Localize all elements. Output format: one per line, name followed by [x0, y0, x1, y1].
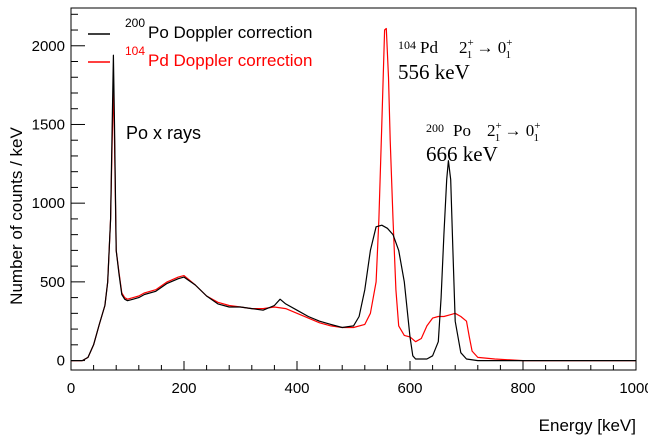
- pd-energy: 556 keV: [398, 60, 470, 84]
- legend-po-mass: 200: [125, 16, 145, 30]
- y-tick-label: 0: [57, 353, 65, 370]
- series-po-line: [71, 54, 636, 362]
- po-element: Po: [453, 121, 471, 140]
- x-tick-label: 600: [397, 380, 422, 397]
- series-layer: [71, 27, 636, 362]
- y-tick-label: 1000: [32, 195, 65, 212]
- po-energy: 666 keV: [426, 142, 498, 166]
- legend: 200 Po Doppler correction 104 Pd Doppler…: [88, 16, 312, 70]
- po-mass-number: 200: [426, 121, 444, 135]
- pd-element: Pd: [420, 38, 438, 57]
- y-tick-label: 2000: [32, 38, 65, 55]
- y-tick-label: 500: [40, 274, 65, 291]
- x-tick-label: 800: [510, 380, 535, 397]
- legend-pd-label: Pd Doppler correction: [148, 51, 312, 70]
- legend-po-label: Po Doppler correction: [148, 23, 312, 42]
- x-axis-label: Energy [keV]: [539, 416, 636, 435]
- x-axis: 0 200 400 600 800 1000: [67, 361, 648, 397]
- legend-pd-mass: 104: [125, 44, 145, 58]
- x-tick-label: 1000: [619, 380, 648, 397]
- y-axis: 0 500 1000 1500 2000: [32, 13, 85, 370]
- annotation-pd-transition: 104 Pd 2+ 1 → 0+ 1 556 keV: [398, 37, 512, 84]
- annotation-po-xrays: Po x rays: [126, 123, 201, 143]
- pd-mass-number: 104: [398, 38, 416, 52]
- y-axis-label: Number of counts / keV: [7, 127, 26, 305]
- x-tick-label: 0: [67, 380, 75, 397]
- x-tick-label: 200: [171, 380, 196, 397]
- x-tick-label: 400: [284, 380, 309, 397]
- plot-frame: [70, 7, 637, 371]
- y-tick-label: 1500: [32, 116, 65, 133]
